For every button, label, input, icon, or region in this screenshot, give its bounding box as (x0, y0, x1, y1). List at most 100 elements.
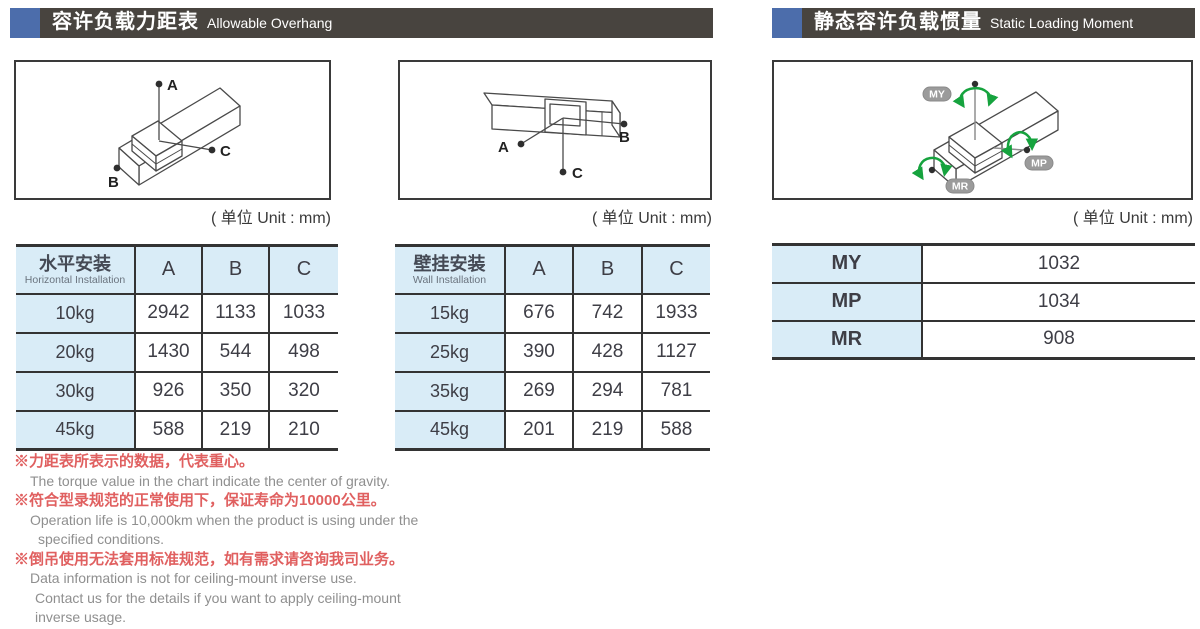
value-cell-b: 294 (572, 370, 643, 412)
moment-table: MY 1032 MP 1034 MR 908 (772, 243, 1195, 360)
value-cell-a: 201 (504, 409, 574, 451)
mr-moment-arrow: MR (911, 156, 975, 194)
table-row: MR 908 (772, 319, 1195, 360)
mp-badge: MP (1031, 158, 1047, 170)
value-cell-c: 210 (268, 409, 338, 451)
point-a-marker: A (155, 77, 178, 140)
mr-badge: MR (952, 181, 969, 193)
point-b-marker: B (108, 164, 121, 191)
column-header-b: B (572, 244, 643, 295)
value-cell-c: 498 (268, 331, 338, 373)
value-cell-b: 219 (201, 409, 270, 451)
column-header-a: A (134, 244, 203, 295)
moment-label-my: MY (772, 243, 923, 284)
point-c-label: C (220, 143, 231, 160)
table-row: MP 1034 (772, 281, 1195, 322)
table-row: 10kg 2942 1133 1033 (16, 292, 338, 334)
value-cell-a: 588 (134, 409, 203, 451)
point-c-label: C (572, 165, 583, 182)
value-cell-a: 269 (504, 370, 574, 412)
column-header-a: A (504, 244, 574, 295)
table-row: 35kg 269 294 781 (395, 370, 710, 412)
moment-label-mr: MR (772, 319, 923, 360)
moment-value-mp: 1034 (921, 281, 1195, 322)
table-row: 20kg 1430 544 498 (16, 331, 338, 373)
section-title-zh: 容许负载力距表 (52, 11, 199, 33)
table-row: 30kg 926 350 320 (16, 370, 338, 412)
install-type-zh: 壁挂安装 (413, 253, 486, 274)
note-zh: ※符合型录规范的正常使用下，保证寿命为10000公里。 (14, 492, 386, 509)
install-type-en: Horizontal Installation (24, 273, 126, 286)
load-cell: 20kg (16, 331, 136, 373)
value-cell-b: 544 (201, 331, 270, 373)
section-header-static-loading-moment: 静态容许负载惯量 Static Loading Moment (772, 8, 1195, 38)
my-moment-arrow: MY (922, 80, 999, 140)
moment-value-mr: 908 (921, 319, 1195, 360)
load-cell: 45kg (16, 409, 136, 451)
load-cell: 45kg (395, 409, 506, 451)
wall-install-diagram: A B C (398, 60, 712, 200)
table-row: 45kg 588 219 210 (16, 409, 338, 451)
install-type-header: 水平安装 Horizontal Installation (16, 244, 136, 295)
note-en: The torque value in the chart indicate t… (30, 472, 391, 489)
table-row: 15kg 676 742 1933 (395, 292, 710, 334)
wall-install-table: 壁挂安装 Wall Installation A B C 15kg 676 74… (395, 244, 710, 451)
value-cell-a: 676 (504, 292, 574, 334)
moment-drawing: MY MP MR (911, 80, 1059, 194)
column-header-b: B (201, 244, 270, 295)
value-cell-b: 350 (201, 370, 270, 412)
value-cell-c: 781 (641, 370, 710, 412)
table-row: 25kg 390 428 1127 (395, 331, 710, 373)
value-cell-b: 428 (572, 331, 643, 373)
wall-install-drawing: A B C (483, 92, 630, 182)
value-cell-c: 320 (268, 370, 338, 412)
footnotes: ※力距表所表示的数据，代表重心。 The torque value in the… (14, 452, 574, 628)
point-c-marker: C (158, 140, 231, 160)
unit-label: ( 单位 Unit : mm) (1073, 210, 1193, 227)
horizontal-install-table: 水平安装 Horizontal Installation A B C 10kg … (16, 244, 338, 451)
point-a-marker: A (498, 117, 564, 156)
value-cell-a: 1430 (134, 331, 203, 373)
note-en: inverse usage. (35, 609, 127, 625)
point-c-marker: C (559, 118, 583, 182)
unit-label: ( 单位 Unit : mm) (211, 210, 331, 227)
point-b-label: B (108, 174, 119, 191)
mp-moment-arrow: MP (993, 131, 1054, 171)
table-header-row: 水平安装 Horizontal Installation A B C (16, 244, 338, 295)
horizontal-install-diagram: A C B (14, 60, 331, 200)
header-bar: 静态容许负载惯量 Static Loading Moment (802, 8, 1195, 38)
value-cell-b: 742 (572, 292, 643, 334)
point-b-marker: B (562, 117, 630, 146)
moment-diagram: MY MP MR (772, 60, 1193, 200)
install-type-zh: 水平安装 (39, 253, 111, 274)
value-cell-c: 1033 (268, 292, 338, 334)
point-a-label: A (498, 139, 509, 156)
load-cell: 35kg (395, 370, 506, 412)
load-cell: 10kg (16, 292, 136, 334)
unit-label: ( 单位 Unit : mm) (592, 210, 712, 227)
value-cell-c: 1127 (641, 331, 710, 373)
moment-label-mp: MP (772, 281, 923, 322)
section-title-en: Static Loading Moment (990, 15, 1134, 31)
note-en: specified conditions. (38, 531, 165, 547)
note-en: Contact us for the details if you want t… (35, 589, 401, 606)
horizontal-install-drawing: A C B (108, 77, 241, 191)
value-cell-a: 926 (134, 370, 203, 412)
value-cell-c: 1933 (641, 292, 710, 334)
section-header-allowable-overhang: 容许负载力距表 Allowable Overhang (10, 8, 713, 38)
accent-square (772, 8, 802, 38)
table-header-row: 壁挂安装 Wall Installation A B C (395, 244, 710, 295)
my-badge: MY (929, 89, 945, 101)
note-en: Data information is not for ceiling-moun… (30, 570, 357, 586)
table-row: MY 1032 (772, 243, 1195, 284)
point-b-label: B (619, 129, 630, 146)
value-cell-a: 390 (504, 331, 574, 373)
note-zh: ※倒吊使用无法套用标准规范，如有需求请咨询我司业务。 (14, 550, 405, 568)
load-cell: 25kg (395, 331, 506, 373)
install-type-en: Wall Installation (412, 273, 487, 286)
moment-value-my: 1032 (921, 243, 1195, 284)
section-title-en: Allowable Overhang (207, 15, 333, 31)
carriage-drawing (131, 120, 183, 172)
note-zh: ※力距表所表示的数据，代表重心。 (14, 453, 255, 470)
column-header-c: C (268, 244, 338, 295)
